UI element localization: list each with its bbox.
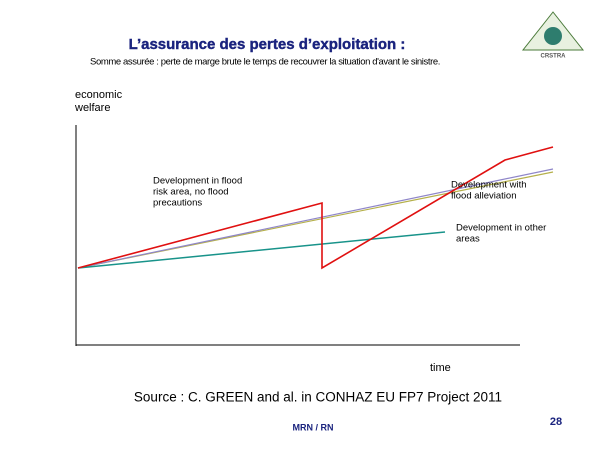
subtitle: Somme assurée : perte de marge brute le …: [90, 57, 440, 68]
annotation: Development in other: [456, 223, 546, 234]
page-number: 28: [550, 416, 562, 428]
teal-line: [77, 231, 446, 269]
y-axis-label: welfare: [74, 102, 110, 114]
x-axis-label: time: [430, 362, 451, 374]
purple-line: [77, 168, 554, 269]
annotation: precautions: [153, 198, 202, 209]
source: Source : C. GREEN and al. in CONHAZ EU F…: [134, 390, 502, 405]
annotation: areas: [456, 234, 480, 245]
logo-globe: [544, 27, 562, 45]
logo-text: CRSTRA: [541, 54, 567, 60]
red-line: [77, 146, 554, 270]
annotation: risk area, no flood: [153, 187, 229, 198]
annotation: Development with: [451, 180, 527, 191]
title: L’assurance des pertes d’exploitation :: [129, 36, 406, 53]
logo: CRSTRA: [521, 11, 585, 60]
annotation: Development in flood: [153, 176, 242, 187]
footer-text: MRN / RN: [293, 422, 334, 432]
annotation: flood alleviation: [451, 191, 517, 202]
y-axis-label: economic: [75, 89, 123, 101]
